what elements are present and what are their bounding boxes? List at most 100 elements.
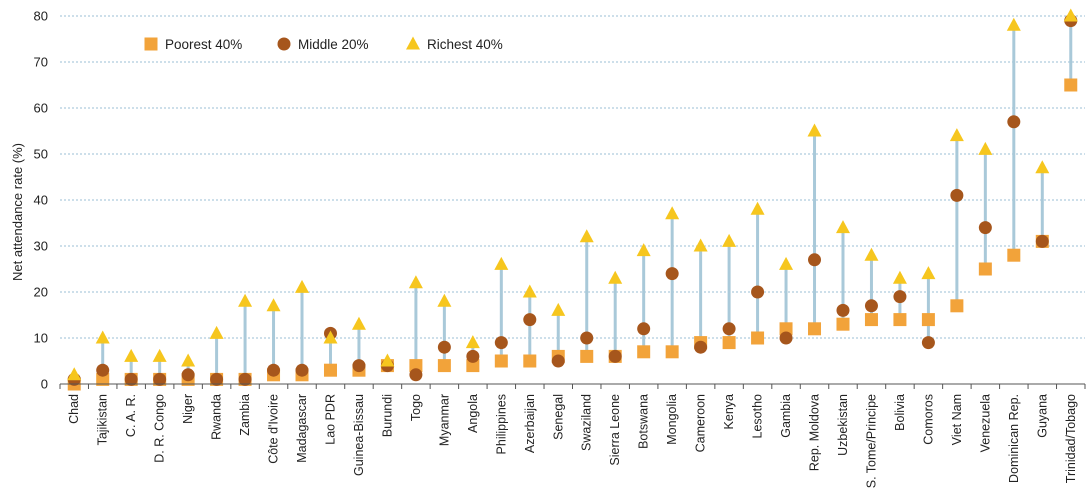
square-marker <box>722 336 736 350</box>
y-tick-label: 40 <box>34 193 48 208</box>
triangle-marker <box>522 284 537 298</box>
circle-marker <box>921 336 935 350</box>
gridlines <box>60 15 1085 339</box>
category-label: Burundi <box>380 394 394 437</box>
circle-marker <box>551 354 565 368</box>
square-marker <box>437 359 451 373</box>
triangle-marker <box>209 325 224 339</box>
circle-marker <box>808 253 822 267</box>
triangle-marker <box>636 243 651 257</box>
square-marker <box>96 372 110 386</box>
triangle-marker <box>1006 17 1021 31</box>
circle-marker <box>722 322 736 336</box>
square-marker <box>323 363 337 377</box>
category-label: Zambia <box>238 394 252 436</box>
triangle-marker <box>779 256 794 270</box>
category-label: Dominican Rep. <box>1007 394 1021 483</box>
square-marker <box>836 317 850 331</box>
category-label: Tajikistan <box>96 394 110 445</box>
legend-label: Poorest 40% <box>165 37 242 52</box>
category-label: Côte d'Ivoire <box>267 394 281 464</box>
triangle-marker <box>1035 160 1050 174</box>
legend-circle-marker <box>277 37 291 51</box>
triangle-marker <box>551 302 566 316</box>
category-label: Azerbaijan <box>523 394 537 453</box>
square-marker <box>665 345 679 359</box>
square-marker <box>893 313 907 327</box>
y-tick-label: 10 <box>34 331 48 346</box>
triangle-marker <box>722 233 737 247</box>
square-marker <box>1007 248 1021 262</box>
triangle-marker <box>295 279 310 293</box>
category-label: Rwanda <box>210 394 224 440</box>
y-tick-label: 30 <box>34 239 48 254</box>
square-marker <box>466 359 480 373</box>
circle-marker <box>950 188 964 202</box>
category-label: Rep. Moldova <box>808 394 822 471</box>
circle-marker <box>1007 115 1021 129</box>
triangle-marker <box>408 275 423 289</box>
category-label: D. R. Congo <box>153 394 167 463</box>
triangle-marker <box>437 293 452 307</box>
circle-marker <box>494 336 508 350</box>
triangle-marker <box>124 348 139 362</box>
category-label: Angola <box>466 394 480 433</box>
square-marker <box>751 331 765 345</box>
circle-marker <box>295 363 309 377</box>
square-marker <box>637 345 651 359</box>
triangle-marker <box>921 266 936 280</box>
legend: Poorest 40% Middle 20% Richest 40% <box>144 36 503 52</box>
category-label: Swaziland <box>580 394 594 451</box>
category-label: Comoros <box>921 394 935 445</box>
category-label: Sierra Leone <box>608 394 622 466</box>
triangle-marker <box>152 348 167 362</box>
triangle-marker <box>181 353 196 367</box>
category-label: Gambia <box>779 394 793 438</box>
x-axis <box>59 383 1086 389</box>
category-label: Senegal <box>551 394 565 440</box>
triangle-marker <box>835 220 850 234</box>
data-marks <box>67 8 1078 391</box>
triangle-marker <box>351 316 366 330</box>
square-marker <box>409 359 423 373</box>
circle-marker <box>751 285 765 299</box>
category-label: Guyana <box>1035 394 1049 438</box>
circle-marker <box>864 299 878 313</box>
circle-marker <box>437 340 451 354</box>
square-marker <box>494 354 508 368</box>
triangle-marker <box>579 229 594 243</box>
category-label: Lesotho <box>751 394 765 439</box>
y-tick-label: 60 <box>34 101 48 116</box>
triangle-marker <box>892 270 907 284</box>
circle-marker <box>153 372 167 386</box>
category-label: Lao PDR <box>323 394 337 445</box>
square-marker <box>921 313 935 327</box>
triangle-marker <box>949 128 964 142</box>
category-label: Niger <box>181 394 195 424</box>
circle-marker <box>210 372 224 386</box>
y-tick-label: 70 <box>34 55 48 70</box>
circle-marker <box>466 349 480 363</box>
circle-marker <box>409 368 423 382</box>
category-label: Cameroon <box>694 394 708 452</box>
triangle-marker <box>238 293 253 307</box>
circle-marker <box>124 372 138 386</box>
triangle-marker <box>864 247 879 261</box>
legend-triangle-marker <box>406 36 420 50</box>
triangle-marker <box>978 141 993 155</box>
category-label: Philippines <box>494 394 508 454</box>
square-marker <box>978 262 992 276</box>
y-axis-title: Net attendance rate (%) <box>10 143 25 281</box>
y-axis-ticks: 0 10 20 30 40 50 60 70 80 <box>34 9 48 392</box>
triangle-marker <box>494 256 509 270</box>
circle-marker <box>238 372 252 386</box>
triangle-marker <box>1063 8 1078 22</box>
legend-square-marker <box>144 37 158 51</box>
category-label: Viet Nam <box>950 394 964 445</box>
circle-marker <box>779 331 793 345</box>
circle-marker <box>637 322 651 336</box>
circle-marker <box>836 303 850 317</box>
square-marker <box>580 349 594 363</box>
square-marker <box>779 322 793 336</box>
